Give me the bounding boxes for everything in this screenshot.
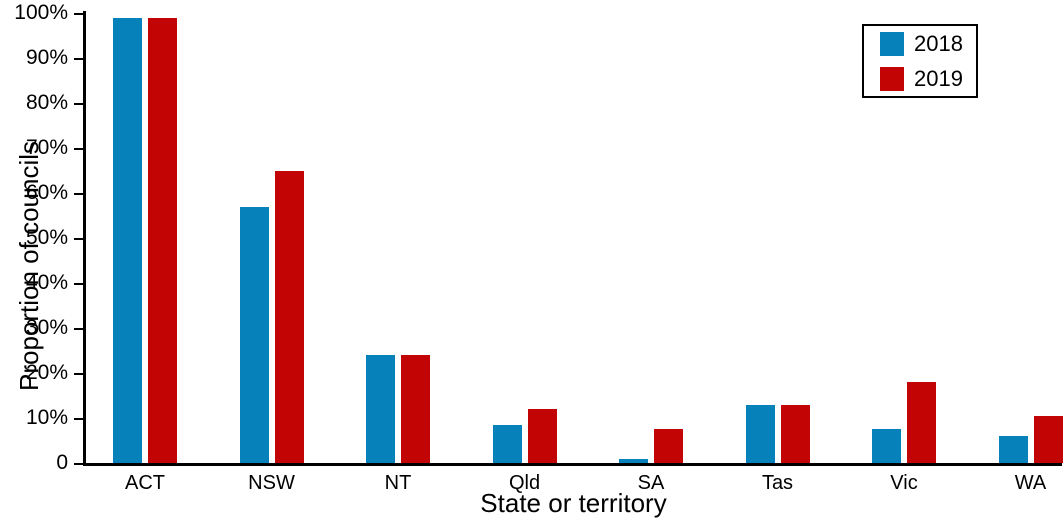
legend-item-2019: 2019 bbox=[880, 65, 976, 91]
y-tick-label: 30% bbox=[25, 316, 68, 339]
bar-NT-2019 bbox=[401, 355, 430, 463]
y-tick-label: 50% bbox=[25, 226, 68, 249]
x-tick-label-SA: SA bbox=[637, 472, 665, 494]
x-axis-line bbox=[83, 463, 1062, 466]
y-tick bbox=[74, 57, 83, 60]
bar-WA-2019 bbox=[1033, 415, 1063, 463]
bar-WA-2018 bbox=[998, 436, 1028, 463]
y-tick-label: 40% bbox=[25, 271, 68, 294]
bar-SA-2019 bbox=[654, 429, 683, 463]
bar-NT-2018 bbox=[366, 355, 395, 463]
y-tick-label: 100% bbox=[14, 1, 68, 24]
x-tick-label-WA: WA bbox=[1014, 472, 1047, 494]
x-tick-label-Tas: Tas bbox=[761, 472, 794, 494]
x-tick-label-NT: NT bbox=[384, 472, 412, 494]
y-tick-label: 70% bbox=[25, 136, 68, 159]
bar-ACT-2019 bbox=[148, 17, 177, 463]
y-axis-line bbox=[83, 11, 86, 466]
legend-label-2018: 2018 bbox=[914, 30, 963, 56]
y-tick bbox=[74, 417, 83, 420]
y-tick-label: 60% bbox=[25, 181, 68, 204]
y-tick bbox=[74, 192, 83, 195]
legend-label-2019: 2019 bbox=[914, 65, 963, 91]
bar-Vic-2019 bbox=[907, 382, 936, 463]
x-tick-label-NSW: NSW bbox=[248, 472, 295, 494]
y-tick bbox=[74, 237, 83, 240]
y-tick bbox=[74, 147, 83, 150]
y-tick-label: 20% bbox=[25, 361, 68, 384]
bar-Vic-2018 bbox=[872, 429, 901, 463]
legend-swatch-2019 bbox=[880, 66, 904, 91]
bar-Qld-2018 bbox=[492, 424, 522, 463]
legend: 2018 2019 bbox=[862, 24, 978, 98]
x-tick-label-Qld: Qld bbox=[508, 472, 541, 494]
legend-swatch-2018 bbox=[880, 31, 904, 56]
bar-ACT-2018 bbox=[113, 17, 142, 463]
y-tick-label: 10% bbox=[25, 406, 68, 429]
y-tick bbox=[74, 282, 83, 285]
x-tick-label-Vic: Vic bbox=[890, 472, 918, 494]
bar-Qld-2019 bbox=[527, 409, 557, 463]
y-tick bbox=[74, 12, 83, 15]
bar-NSW-2018 bbox=[239, 206, 269, 463]
y-tick-label: 0 bbox=[56, 451, 68, 474]
legend-item-2018: 2018 bbox=[880, 30, 976, 56]
y-tick bbox=[74, 462, 83, 465]
y-tick-label: 80% bbox=[25, 91, 68, 114]
bar-Tas-2019 bbox=[780, 404, 810, 463]
bar-NSW-2019 bbox=[274, 170, 304, 463]
x-axis-title: State or territory bbox=[480, 488, 667, 518]
y-tick bbox=[74, 102, 83, 105]
y-tick-label: 90% bbox=[25, 46, 68, 69]
y-tick bbox=[74, 372, 83, 375]
bar-SA-2018 bbox=[619, 458, 648, 463]
y-tick bbox=[74, 327, 83, 330]
bar-Tas-2018 bbox=[745, 404, 775, 463]
x-tick-label-ACT: ACT bbox=[125, 472, 165, 494]
